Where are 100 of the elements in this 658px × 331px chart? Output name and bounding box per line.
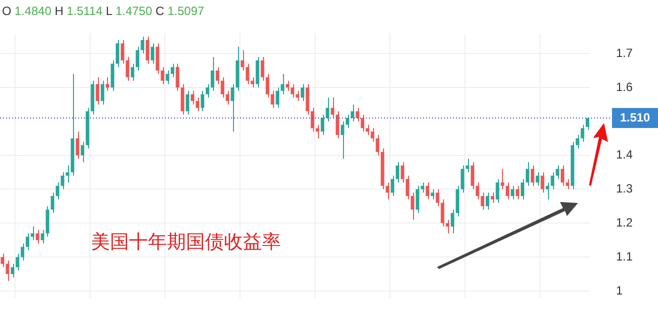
candlestick xyxy=(486,192,490,210)
candlestick xyxy=(56,182,60,200)
annotation: 美国十年期国债收益率 xyxy=(91,230,281,255)
candlestick xyxy=(206,84,210,98)
candlestick xyxy=(110,60,114,92)
candlestick xyxy=(496,178,500,204)
candlestick xyxy=(200,90,204,112)
candlestick xyxy=(316,124,320,139)
candlestick xyxy=(16,253,20,272)
candlestick xyxy=(446,219,450,234)
candlestick xyxy=(136,46,140,72)
candlestick xyxy=(346,114,350,129)
candlestick xyxy=(440,198,444,228)
candlestick xyxy=(510,185,514,200)
candlestick xyxy=(326,97,330,122)
candlestick xyxy=(580,124,584,142)
candlestick xyxy=(386,182,390,200)
candlestick xyxy=(36,229,40,244)
candlestick xyxy=(50,192,54,214)
candlestick xyxy=(60,172,64,190)
candlestick xyxy=(146,36,150,64)
candlestick xyxy=(286,80,290,92)
candlestick xyxy=(490,192,494,204)
candlestick xyxy=(140,36,144,54)
candlestick xyxy=(426,182,430,200)
candlestick xyxy=(226,90,230,105)
candlestick xyxy=(80,141,84,163)
candlestick xyxy=(556,165,560,180)
candlestick xyxy=(220,76,224,98)
candlestick xyxy=(470,162,474,190)
candlestick xyxy=(150,42,154,64)
candlestick xyxy=(340,120,344,160)
candlestick xyxy=(46,206,50,238)
candlestick xyxy=(210,56,214,92)
ref-line-label: 1.510 xyxy=(620,110,650,124)
candlestick xyxy=(450,209,454,234)
candlestick xyxy=(456,185,460,217)
y-tick-label: 1.7 xyxy=(616,46,634,60)
candlestick xyxy=(480,192,484,210)
candlestick xyxy=(40,229,44,244)
y-tick-label: 1.4 xyxy=(616,148,634,162)
candlestick xyxy=(530,165,534,186)
candlestick xyxy=(186,90,190,116)
candlestick xyxy=(100,80,104,105)
candlestick xyxy=(466,158,470,173)
candlestick xyxy=(130,63,134,82)
candlestick xyxy=(416,185,420,214)
candlestick xyxy=(430,188,434,200)
candlestick xyxy=(260,56,264,82)
candlestick xyxy=(560,165,564,186)
candlestick xyxy=(176,63,180,92)
candlestick xyxy=(106,76,110,92)
candlestick xyxy=(586,117,590,130)
candlestick xyxy=(566,178,570,190)
candlestick xyxy=(170,63,174,78)
candlestick xyxy=(190,90,194,105)
candlestick xyxy=(280,73,284,95)
candlestick xyxy=(350,104,354,122)
candlestick xyxy=(120,39,124,64)
candlestick xyxy=(230,84,234,132)
candlestick xyxy=(500,168,504,190)
candlestick xyxy=(376,134,380,156)
candlestick xyxy=(300,84,304,102)
candlestick xyxy=(216,66,220,85)
candlestick xyxy=(550,172,554,190)
candlestick xyxy=(536,172,540,186)
candlestick xyxy=(96,76,100,105)
candlestick xyxy=(250,76,254,88)
candlestick xyxy=(436,188,440,207)
candlestick xyxy=(256,56,260,88)
candlestick xyxy=(370,128,374,142)
candlestick xyxy=(270,90,274,108)
candlestick xyxy=(240,50,244,72)
candlestick xyxy=(116,39,120,68)
candlestick xyxy=(406,175,410,200)
candlestick xyxy=(26,232,30,251)
candlestick xyxy=(540,172,544,194)
candlestick xyxy=(10,263,14,278)
candlestick xyxy=(390,175,394,197)
candlestick xyxy=(166,70,170,85)
candlestick xyxy=(506,182,510,200)
candlestick xyxy=(576,134,580,150)
candlestick xyxy=(310,107,314,132)
candlestick xyxy=(6,260,10,282)
candlestick xyxy=(460,165,464,194)
candlestick xyxy=(396,162,400,183)
y-tick-label: 1 xyxy=(616,283,623,298)
candlestick xyxy=(410,192,414,220)
y-tick-label: 1.1 xyxy=(616,249,634,264)
candlestick xyxy=(160,66,164,85)
y-tick-label: 1.3 xyxy=(616,182,634,196)
candlestick xyxy=(320,114,324,136)
candlestick xyxy=(266,73,270,98)
candlestick xyxy=(400,162,404,183)
candlestick xyxy=(366,124,370,136)
candlestick xyxy=(156,42,160,74)
candlestick xyxy=(330,97,334,119)
candlestick xyxy=(276,86,280,108)
candlestick xyxy=(76,131,80,160)
candlestick xyxy=(360,114,364,132)
